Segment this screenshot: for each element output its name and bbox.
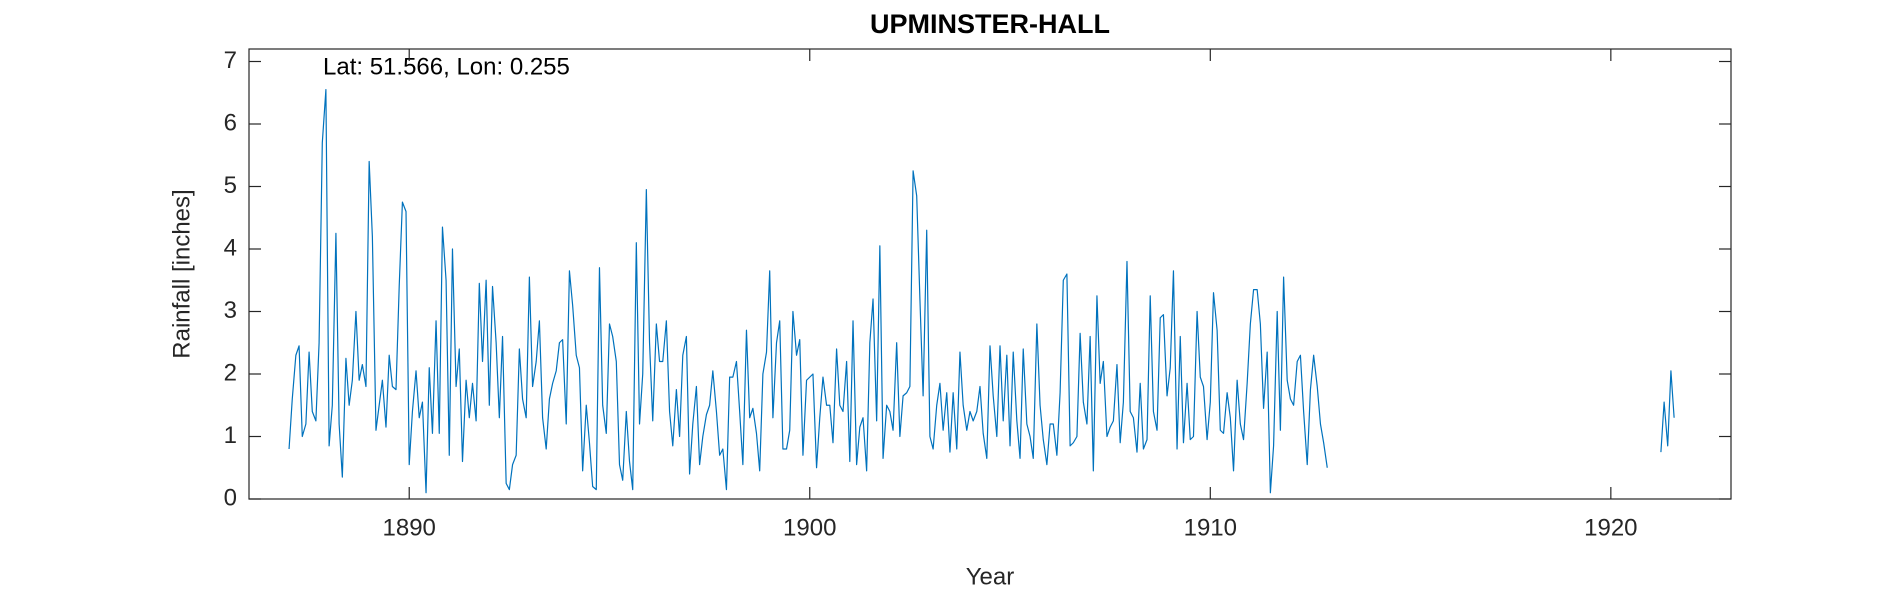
chart-title: UPMINSTER-HALL xyxy=(870,9,1110,39)
x-tick-label: 1920 xyxy=(1584,514,1637,541)
y-tick-label: 2 xyxy=(224,359,237,386)
y-tick-label: 6 xyxy=(224,109,237,136)
y-tick-label: 4 xyxy=(224,234,237,261)
x-tick-label: 1890 xyxy=(383,514,436,541)
x-tick-label: 1900 xyxy=(783,514,836,541)
x-axis-label: Year xyxy=(966,563,1015,590)
data-line xyxy=(288,89,1675,494)
x-tick-label: 1910 xyxy=(1184,514,1237,541)
annotation: Lat: 51.566, Lon: 0.255 xyxy=(323,53,570,80)
y-tick-label: 5 xyxy=(224,172,237,199)
y-axis-label: Rainfall [inches] xyxy=(168,189,195,358)
y-tick-label: 0 xyxy=(224,484,237,511)
y-tick-label: 3 xyxy=(224,297,237,324)
y-tick-label: 1 xyxy=(224,422,237,449)
plot-box xyxy=(248,48,1732,500)
y-tick-label: 7 xyxy=(224,47,237,74)
